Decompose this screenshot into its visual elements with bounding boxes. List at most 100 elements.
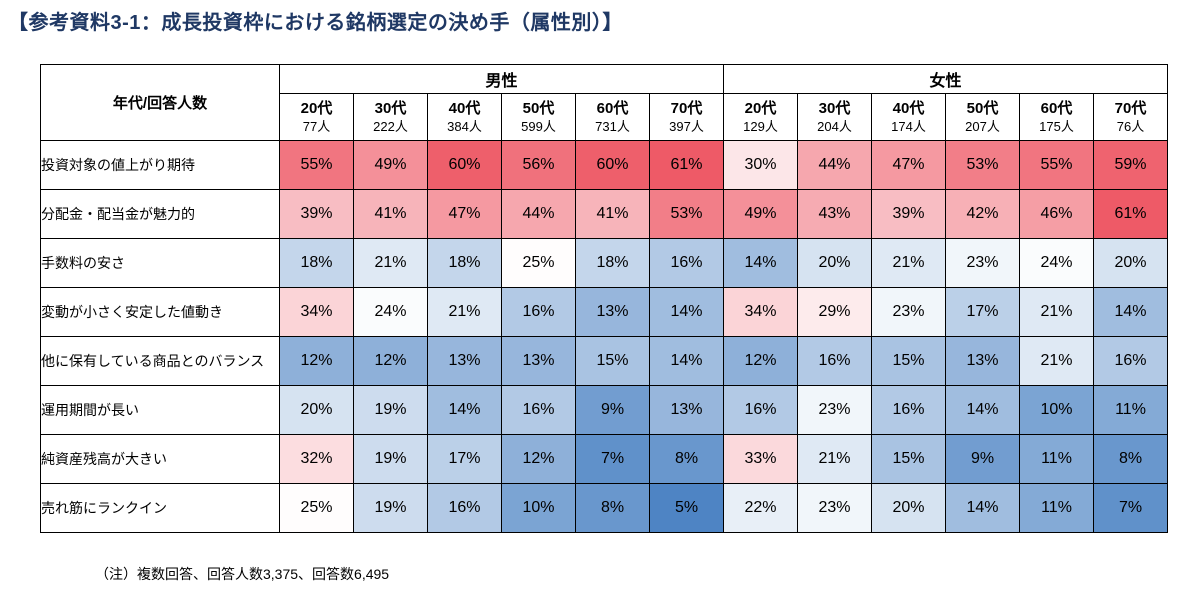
age-label: 50代: [966, 99, 999, 117]
group-header-male: 男性: [279, 64, 724, 94]
heatmap-cell: 13%: [575, 287, 650, 337]
heatmap-cell: 20%: [797, 238, 872, 288]
heatmap-cell: 20%: [279, 385, 354, 435]
heatmap-cell: 18%: [427, 238, 502, 288]
heatmap-cell: 60%: [427, 140, 502, 190]
heatmap-cell: 34%: [279, 287, 354, 337]
heatmap-cell: 30%: [723, 140, 798, 190]
heatmap-cell: 44%: [797, 140, 872, 190]
age-label: 60代: [1040, 99, 1073, 117]
table-header: 年代/回答人数 男性 女性 20代 77人 30代 222人 40代 384人 50代 599人 60…: [40, 64, 1168, 141]
heatmap-cell: 60%: [575, 140, 650, 190]
heatmap-cell: 61%: [649, 140, 724, 190]
row-label: 投資対象の値上がり期待: [40, 140, 280, 190]
heatmap-cell: 11%: [1019, 483, 1094, 533]
heatmap-cell: 33%: [723, 434, 798, 484]
column-header: 40代 384人: [427, 93, 502, 141]
heatmap-cell: 19%: [353, 434, 428, 484]
heatmap-cell: 12%: [723, 336, 798, 386]
count-label: 207人: [965, 118, 1000, 134]
column-header: 20代 129人: [723, 93, 798, 141]
heatmap-cell: 17%: [945, 287, 1020, 337]
row-label: 純資産残高が大きい: [40, 434, 280, 484]
count-label: 174人: [891, 118, 926, 134]
heatmap-cell: 13%: [945, 336, 1020, 386]
heatmap-cell: 39%: [279, 189, 354, 239]
age-label: 60代: [596, 99, 629, 117]
heatmap-cell: 21%: [797, 434, 872, 484]
count-label: 222人: [373, 118, 408, 134]
heatmap-cell: 16%: [723, 385, 798, 435]
heatmap-cell: 5%: [649, 483, 724, 533]
row-label: 手数料の安さ: [40, 238, 280, 288]
heatmap-cell: 14%: [945, 483, 1020, 533]
heatmap-cell: 23%: [797, 483, 872, 533]
age-header-row: 20代 77人 30代 222人 40代 384人 50代 599人 60代 731人 70代 397…: [41, 93, 1168, 141]
table-row: 変動が小さく安定した値動き 34% 24% 21% 16% 13% 14% 34% 29% 23%…: [40, 287, 1168, 337]
heatmap-cell: 53%: [945, 140, 1020, 190]
column-header: 50代 599人: [501, 93, 576, 141]
heatmap-table: 年代/回答人数 男性 女性 20代 77人 30代 222人 40代 384人 50代 599人 60…: [40, 64, 1168, 533]
table-row: 手数料の安さ 18% 21% 18% 25% 18% 16% 14% 20% 21% 23% 24% 2…: [40, 238, 1168, 288]
heatmap-cell: 13%: [501, 336, 576, 386]
row-label: 売れ筋にランクイン: [40, 483, 280, 533]
heatmap-cell: 25%: [279, 483, 354, 533]
age-label: 70代: [1114, 99, 1147, 117]
table-row: 投資対象の値上がり期待 55% 49% 60% 56% 60% 61% 30% 44% 47% 53…: [40, 140, 1168, 190]
heatmap-cell: 23%: [871, 287, 946, 337]
page-title: 【参考資料3-1：成長投資枠における銘柄選定の決め手（属性別）】: [8, 12, 623, 34]
row-label: 変動が小さく安定した値動き: [40, 287, 280, 337]
heatmap-cell: 14%: [427, 385, 502, 435]
age-label: 20代: [300, 99, 333, 117]
heatmap-cell: 32%: [279, 434, 354, 484]
heatmap-cell: 23%: [945, 238, 1020, 288]
count-label: 384人: [447, 118, 482, 134]
heatmap-cell: 11%: [1093, 385, 1168, 435]
heatmap-cell: 16%: [871, 385, 946, 435]
count-label: 175人: [1039, 118, 1074, 134]
group-header-female: 女性: [723, 64, 1168, 94]
heatmap-cell: 12%: [279, 336, 354, 386]
table-row: 運用期間が長い 20% 19% 14% 16% 9% 13% 16% 23% 16% 14% 10% 1…: [40, 385, 1168, 435]
column-header: 40代 174人: [871, 93, 946, 141]
row-label: 運用期間が長い: [40, 385, 280, 435]
count-label: 397人: [669, 118, 704, 134]
age-label: 50代: [522, 99, 555, 117]
heatmap-cell: 49%: [353, 140, 428, 190]
footnote: （注）複数回答、回答人数3,375、回答数6,495: [95, 566, 390, 582]
column-header: 60代 175人: [1019, 93, 1094, 141]
heatmap-cell: 14%: [723, 238, 798, 288]
column-header: 70代 397人: [649, 93, 724, 141]
count-label: 77人: [302, 118, 331, 134]
heatmap-cell: 14%: [1093, 287, 1168, 337]
age-label: 40代: [892, 99, 925, 117]
table-row: 他に保有している商品とのバランス 12% 12% 13% 13% 15% 14% 12% 16%…: [40, 336, 1168, 386]
heatmap-cell: 46%: [1019, 189, 1094, 239]
heatmap-cell: 21%: [353, 238, 428, 288]
age-label: 40代: [448, 99, 481, 117]
heatmap-cell: 34%: [723, 287, 798, 337]
count-label: 731人: [595, 118, 630, 134]
column-header: 70代 76人: [1093, 93, 1168, 141]
column-header: 20代 77人: [279, 93, 354, 141]
column-header: 30代 204人: [797, 93, 872, 141]
heatmap-cell: 7%: [575, 434, 650, 484]
heatmap-cell: 59%: [1093, 140, 1168, 190]
heatmap-cell: 16%: [501, 287, 576, 337]
age-label: 70代: [670, 99, 703, 117]
heatmap-cell: 14%: [649, 336, 724, 386]
table-row: 分配金・配当金が魅力的 39% 41% 47% 44% 41% 53% 49% 43% 39% 42…: [40, 189, 1168, 239]
heatmap-cell: 44%: [501, 189, 576, 239]
age-label: 30代: [818, 99, 851, 117]
heatmap-cell: 11%: [1019, 434, 1094, 484]
heatmap-cell: 21%: [427, 287, 502, 337]
count-label: 204人: [817, 118, 852, 134]
heatmap-cell: 18%: [575, 238, 650, 288]
heatmap-cell: 7%: [1093, 483, 1168, 533]
heatmap-cell: 8%: [1093, 434, 1168, 484]
heatmap-cell: 8%: [575, 483, 650, 533]
heatmap-cell: 14%: [945, 385, 1020, 435]
heatmap-cell: 15%: [871, 434, 946, 484]
heatmap-cell: 21%: [1019, 336, 1094, 386]
